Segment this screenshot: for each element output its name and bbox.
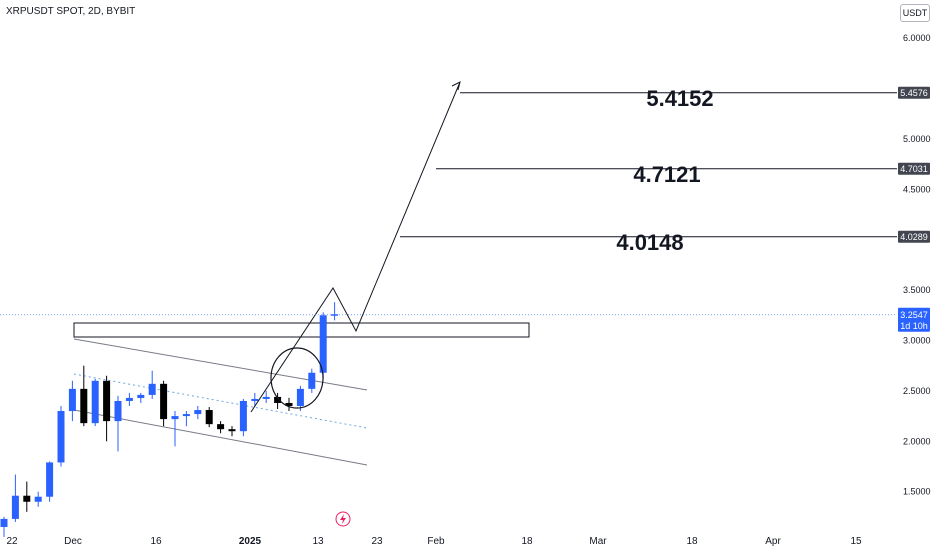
resistance-zone <box>73 322 530 338</box>
candle-body <box>34 496 42 502</box>
candle-body <box>11 495 19 519</box>
candle-body <box>46 462 54 497</box>
x-tick-label: 13 <box>312 536 324 547</box>
projection-path <box>250 81 461 413</box>
x-tick-label: 23 <box>371 536 383 547</box>
candle-body <box>217 424 225 430</box>
candle-body <box>137 394 145 398</box>
candle-body <box>80 388 88 424</box>
y-tick-label: 3.5000 <box>903 285 931 295</box>
target-price-tag <box>898 86 930 99</box>
candle-body <box>23 495 31 502</box>
y-tick-label: 3.0000 <box>903 335 931 345</box>
target-price-tag <box>898 230 930 243</box>
x-tick-label: 18 <box>521 536 533 547</box>
candle-body <box>262 396 270 399</box>
candle-body <box>205 410 213 425</box>
candle-body <box>251 398 259 401</box>
candle-body <box>194 410 202 415</box>
x-tick-label: 15 <box>850 536 862 547</box>
candle-body <box>171 416 179 420</box>
candle-body <box>331 314 339 316</box>
candle-countdown: 1d 10h <box>900 321 928 331</box>
projection-arrowhead <box>451 81 461 91</box>
candle-body <box>103 380 111 422</box>
y-tick-label: 2.0000 <box>903 436 931 446</box>
candle-body <box>125 397 133 401</box>
x-tick-label: 2025 <box>239 536 262 547</box>
target-label: 4.7121 <box>633 162 700 187</box>
candle-body <box>285 402 293 406</box>
candle-body <box>114 400 122 422</box>
target-label: 4.0148 <box>616 230 683 255</box>
candle-body <box>68 388 76 412</box>
descending-channel <box>73 338 368 466</box>
candle-body <box>0 518 8 527</box>
target-price-tag <box>898 162 930 175</box>
candle-body <box>148 383 156 395</box>
x-tick-label: Feb <box>427 536 445 547</box>
candle-body <box>182 414 190 417</box>
y-tick-label: 4.5000 <box>903 184 931 194</box>
x-tick-label: Mar <box>589 536 607 547</box>
target-price-tag-text: 4.0289 <box>900 232 928 242</box>
breakout-circle <box>270 347 324 409</box>
x-tick-label: 18 <box>686 536 698 547</box>
last-price-value: 3.2547 <box>900 310 928 320</box>
candle-body <box>274 396 282 403</box>
target-price-tag-text: 4.7031 <box>900 164 928 174</box>
candle-body <box>239 400 247 432</box>
candle-body <box>319 315 327 373</box>
y-tick-label: 1.5000 <box>903 487 931 497</box>
candle-body <box>160 383 168 420</box>
target-label: 5.4152 <box>646 86 713 111</box>
channel-upper-line <box>73 338 368 391</box>
candle-body <box>91 380 99 424</box>
last-price-tag-bg <box>898 307 930 332</box>
candle-body <box>308 372 316 389</box>
x-tick-label: Dec <box>64 536 82 547</box>
channel-lower-line <box>73 409 368 466</box>
y-tick-label: 2.5000 <box>903 386 931 396</box>
y-tick-label: 5.0000 <box>903 134 931 144</box>
y-tick-label: 6.0000 <box>903 33 931 43</box>
x-tick-label: Apr <box>765 536 781 547</box>
target-price-tag-text: 5.4576 <box>900 88 928 98</box>
candle-body <box>228 429 236 432</box>
flash-icon <box>335 511 351 527</box>
symbol-title: XRPUSDT SPOT, 2D, BYBIT <box>6 6 136 17</box>
x-tick-label: 22 <box>6 536 18 547</box>
candle-body <box>57 411 65 463</box>
currency-badge[interactable]: USDT <box>900 4 930 22</box>
x-tick-label: 16 <box>150 536 162 547</box>
candle-body <box>296 388 304 406</box>
